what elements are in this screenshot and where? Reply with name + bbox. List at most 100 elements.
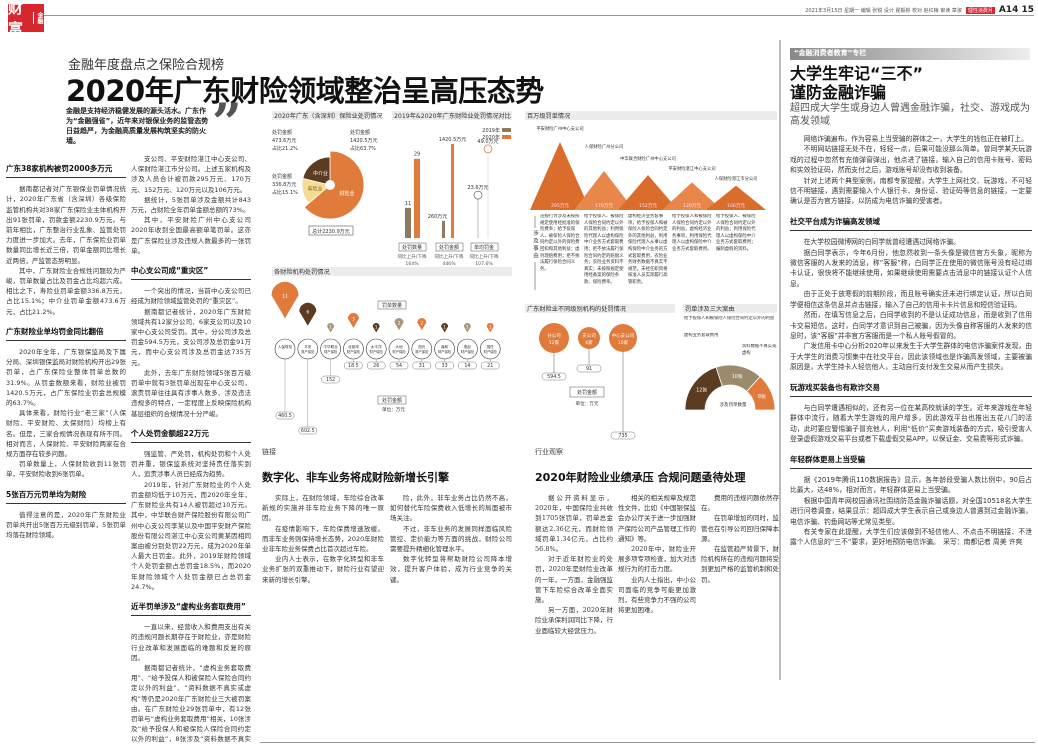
reason-side-label: 涉及事由 — [531, 228, 539, 262]
company-name-suffix: 财产保险 — [301, 349, 315, 354]
legend-box-amount — [377, 395, 407, 405]
slice-label: 财险业 — [339, 190, 354, 197]
subheading: 广东财险业单均罚金同比翻倍 — [6, 321, 126, 342]
bar-2019-处罚金额 — [442, 220, 445, 238]
yoy-label: 同比上升/下降 — [397, 253, 427, 260]
company-name-suffix: 财产保险 — [370, 349, 384, 354]
reason-text: 给予投保人、被保险人保险合同约定以外的利益；利用保险代理人以虚构保险中介业务方式… — [716, 214, 756, 252]
group-label-box — [398, 242, 427, 252]
unit-label: 单位：万元 — [576, 400, 599, 407]
count-marker-8 — [463, 323, 471, 333]
amount-label: 170万元 — [595, 203, 613, 209]
article-tag: 行业观察 — [535, 448, 563, 456]
subheading: 玩游戏买装备也有欺诈交易 — [790, 377, 1032, 397]
article-tag: 链接 — [262, 448, 276, 456]
date-line: 2021年3月15日 星期一 编辑 张锐 设计 翟毅彬 校对 赵红梅 审读 章淑 — [805, 7, 962, 14]
lollipop-2019 — [473, 190, 483, 200]
paragraph: 费用的违规问题依然存在。 — [701, 494, 779, 513]
chart-title-bar — [272, 111, 377, 120]
level-name: 中心支公司 — [612, 332, 635, 339]
section-logo: 财富 金融 — [8, 0, 44, 38]
count-marker-9 — [486, 323, 494, 333]
paragraph: 其中，广东财险业合规性问题较为严峻，罚单数量占比及罚金占比均超六成。相比之下，寿… — [6, 266, 126, 316]
section-tag: 理性消费月 — [965, 6, 995, 14]
amount-pill — [610, 431, 636, 440]
cause-name: 虚构业务套取费用 — [684, 333, 718, 338]
paragraph: 网络诈骗遍布，作为容易上当受骗的群体之一，大学生的钱包正在被盯上。 — [803, 135, 1028, 143]
count-label: 2 — [398, 321, 401, 327]
count-label: 1 — [375, 325, 378, 331]
level-count: 12家 — [549, 339, 560, 346]
count-marker-1 — [299, 302, 317, 326]
company-name: 燕赵 — [464, 344, 472, 349]
company-name: 阳光 — [418, 344, 426, 349]
paragraph: 据《2019年腾讯110数据报告》显示，各年龄段受骗人数比例中，90后占比最大，… — [790, 475, 1032, 495]
count-marker-3 — [347, 313, 359, 328]
amount-label: 33 — [442, 363, 448, 369]
article-column-2: 支公司、平安财险湛江中心支公司、人保财险湛江市分公司。上述五家机构及涉及人员合计… — [131, 154, 251, 742]
column-tag: “金融消费者教育”专栏 — [790, 48, 1030, 60]
company-circle-4 — [365, 338, 387, 360]
amount-label: 120万元 — [683, 203, 701, 209]
subheading: 社交平台成为诈骗高发领域 — [790, 211, 1032, 232]
chart-title: 2020年广东（含深圳）保险业处罚情况 — [274, 112, 383, 120]
subheading: 5张百万元罚单均为财险 — [6, 484, 126, 504]
subheading: 广东38家机构被罚2000多万元 — [6, 158, 126, 179]
amount-label: 31 — [419, 363, 425, 369]
bar-label-2019: 11 — [405, 201, 411, 207]
article-title: 2020年财险业业绩承压 合规问题亟待处理 — [535, 471, 746, 484]
sidebar-title: 大学生牢记“三不” 谨防金融诈骗 — [790, 64, 924, 102]
amount-label: 54 — [396, 363, 402, 369]
company-label: 平安财险广州中心支公司 — [536, 125, 583, 132]
legend-count: 罚单数量 — [382, 302, 402, 309]
amount-label: 152万元 — [639, 203, 657, 209]
company-label: 人保财险湛江市分公司 — [715, 175, 758, 182]
chart-title: 2019年&2020年广东财险业处罚情况对比 — [394, 112, 511, 120]
company-circle-0 — [274, 338, 296, 360]
count-marker-7 — [441, 323, 449, 333]
cause-name: 资料数据不真实或虚构 — [742, 344, 776, 356]
count-marker-6 — [417, 318, 427, 331]
paragraph: 险，此外，非车业务占比仍然不高，如何替代车险保费收入低增长的局面被市场关注。 — [390, 494, 512, 523]
level-name: 分公司 — [547, 332, 561, 339]
amount-label: 14 — [464, 363, 470, 369]
amount-label: 602.5 — [301, 428, 315, 434]
paragraph: 在监管趋严背景下，财险机构所在的违规问题将受到更加严格的监管机制和处罚。 — [701, 545, 779, 584]
group-label: 单均罚金 — [474, 244, 494, 251]
paragraph: 一个突出的情况，当前中心支公司已经成为财险领域监管处罚的“重灾区”。 — [131, 287, 251, 306]
paragraph: 具体来看，财险行业“老三家”（人保财险、平安财险、太保财险）均榜上有名。但是，三… — [6, 409, 126, 459]
paragraph: 然而，在填写信息之后，白同学收到的不是认证成功信息，而是收到了信用卡交易短信。这… — [790, 311, 1032, 340]
paragraph: 据南都记者统计，“虚构业务套取费用”、“给予投保人和被保险人保险合同约定以外的利… — [131, 663, 251, 742]
page-meta: 2021年3月15日 星期一 编辑 张锐 设计 翟毅彬 校对 赵红梅 审读 章淑… — [805, 5, 1034, 15]
amount-label: 295万元 — [551, 203, 569, 209]
paragraph: 值得注意的是，2020年广东财险业罚单共开出5张百万元级别罚单，5张罚单均落在财… — [6, 510, 126, 540]
paragraph: 在疫情影响下，车险保费增速放缓。而非车业务则保持增长态势，2020年财险业非车险… — [262, 524, 384, 554]
article-column-1: 广东38家机构被罚2000多万元 据南都记者对广东银保业罚单情况统计，2020年广… — [6, 154, 126, 742]
subheading: 中心支公司成“重灾区” — [131, 260, 251, 281]
legend-2019: 2019年 — [482, 127, 500, 134]
slice-label: 寿险业 — [308, 186, 323, 193]
legend-box-amount — [569, 386, 605, 398]
mountain-4 — [706, 185, 766, 210]
chart-title-bar — [525, 304, 675, 313]
company-name: 人保财险 — [278, 344, 293, 349]
slice-amount-label: 处罚金额 — [350, 129, 370, 136]
company-circle-7 — [434, 338, 455, 360]
paragraph: 强监管、严处罚，机构处罚和个人处罚并重，银保监系统对坚持责任落实到人，追责涉事人… — [131, 450, 251, 479]
legend-2020: 2020年 — [482, 134, 500, 141]
company-name: 国任 — [487, 344, 495, 349]
count-label: 11 — [282, 293, 288, 299]
paragraph: 业内人士指出，中小公司面临的竞争可能更加激烈，有些竞争力不强的公司将更加困难。 — [618, 575, 696, 615]
quote-mark-icon: ” — [212, 93, 242, 154]
kicker: 金融年度盘点之保险合规榜 — [68, 58, 225, 73]
slice-amount: 1420.5万元 — [350, 138, 378, 144]
amount-pill — [275, 411, 295, 420]
sidebar-body: 网络诈骗遍布，作为容易上当受骗的群体之一，大学生的钱包正在被盯上。 不明网站链接无… — [790, 134, 1032, 734]
count-label: 2 — [420, 321, 423, 327]
amount-pill — [344, 361, 363, 370]
paragraph: 据南都记者统计，2020年广东财险领域共有12家分公司、6家支公司以及10家中心… — [131, 307, 251, 367]
count-label: 3 — [352, 317, 355, 323]
amount-label: 735 — [618, 433, 627, 439]
paragraph: 针对上述两个典型案例，南都专家提醒，大学生上网社交、玩游戏，不可轻信不明链接，遇… — [790, 176, 1032, 206]
